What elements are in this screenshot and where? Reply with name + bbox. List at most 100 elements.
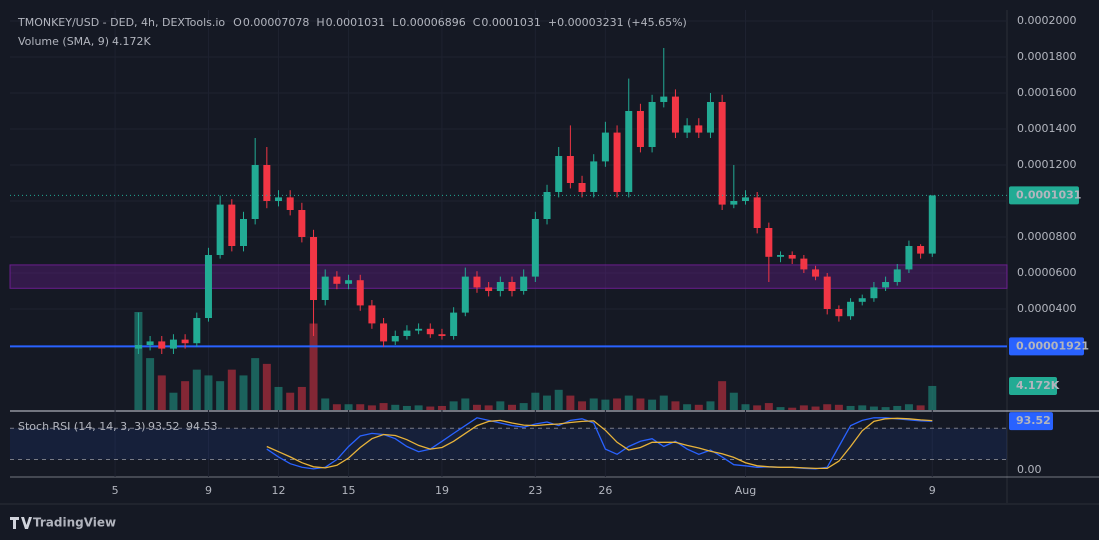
volume-bar bbox=[426, 406, 435, 410]
candle-body bbox=[858, 298, 866, 302]
stoch-legend: Stoch RSI (14, 14, 3, 3) bbox=[18, 420, 145, 433]
y-tick-label: 0.0000600 bbox=[1017, 266, 1077, 279]
x-tick-label: 9 bbox=[205, 484, 212, 497]
candle-body bbox=[625, 110, 633, 192]
volume-bar bbox=[356, 404, 365, 410]
volume-bar bbox=[671, 401, 680, 410]
candle-body bbox=[345, 280, 353, 284]
volume-bar bbox=[869, 406, 878, 410]
candle-body bbox=[193, 318, 201, 344]
candle-body bbox=[251, 164, 259, 220]
candle-body bbox=[566, 155, 574, 183]
candle-body bbox=[204, 255, 212, 319]
y-tick-label: 0.0001200 bbox=[1017, 158, 1077, 171]
candle-body bbox=[917, 246, 925, 254]
volume-bar bbox=[262, 363, 271, 410]
y-tick-label: 0.0002000 bbox=[1017, 14, 1077, 27]
candle-body bbox=[706, 101, 714, 133]
candle-body bbox=[298, 210, 306, 238]
volume-bar bbox=[589, 398, 598, 410]
candle-body bbox=[496, 282, 504, 292]
y-tick-label: 0.0001600 bbox=[1017, 86, 1077, 99]
volume-bar bbox=[718, 381, 727, 410]
volume-bar bbox=[706, 401, 715, 410]
horizontal-line-label: 0.00001921 bbox=[1016, 339, 1089, 352]
stoch-line bbox=[266, 417, 933, 470]
candle-body bbox=[893, 269, 901, 283]
candle-body bbox=[181, 339, 189, 344]
volume-bar bbox=[823, 404, 832, 410]
candle-body bbox=[356, 280, 364, 306]
candle-body bbox=[928, 195, 936, 254]
volume-bar bbox=[893, 405, 902, 410]
horizontal-line-label-box bbox=[1009, 337, 1084, 356]
x-tick-label: 15 bbox=[342, 484, 356, 497]
y-tick-label: 0.0000800 bbox=[1017, 230, 1077, 243]
zone bbox=[9, 264, 1008, 289]
candle-body bbox=[777, 255, 785, 257]
volume-bar bbox=[916, 405, 925, 410]
candle-body bbox=[882, 282, 890, 288]
volume-bar bbox=[484, 405, 493, 410]
last-price-box bbox=[1009, 186, 1079, 205]
candle-body bbox=[800, 258, 808, 270]
volume-bar bbox=[834, 404, 843, 410]
x-tick-label: 12 bbox=[272, 484, 286, 497]
candle-body bbox=[788, 255, 796, 259]
candle-body bbox=[158, 341, 166, 349]
volume-legend: Volume (SMA, 9) bbox=[18, 35, 109, 48]
volume-bar bbox=[811, 406, 820, 410]
volume-bar bbox=[858, 405, 867, 410]
volume-label: 4.172K bbox=[1016, 379, 1060, 392]
volume-bar bbox=[566, 395, 575, 410]
candle-body bbox=[555, 155, 563, 192]
ohlc-label: C bbox=[473, 16, 481, 29]
candle-body bbox=[660, 96, 668, 102]
x-tick-label: 5 bbox=[112, 484, 119, 497]
candle-body bbox=[543, 191, 551, 220]
volume-bar bbox=[169, 392, 178, 410]
x-tick-label: Aug bbox=[735, 484, 756, 497]
candle-body bbox=[239, 219, 247, 247]
candle-body bbox=[461, 276, 469, 313]
y-tick-label: 0.0001400 bbox=[1017, 122, 1077, 135]
candle-body bbox=[636, 110, 644, 147]
candle-body bbox=[146, 341, 154, 346]
candle-body bbox=[368, 305, 376, 324]
x-tick-label: 23 bbox=[528, 484, 542, 497]
ohlc-label: L bbox=[392, 16, 399, 29]
volume-bar bbox=[613, 398, 622, 410]
volume-bar bbox=[437, 405, 446, 410]
candle-body bbox=[426, 328, 434, 335]
candle-body bbox=[333, 276, 341, 284]
candle-body bbox=[835, 309, 843, 317]
volume-bar bbox=[624, 395, 633, 410]
volume-bar bbox=[846, 405, 855, 410]
volume-bar bbox=[344, 404, 353, 410]
ohlc-value: 0.0001031 bbox=[326, 16, 386, 29]
chart-title: TMONKEY/USD - DED, 4h, DEXTools.io bbox=[17, 16, 225, 29]
candle-body bbox=[403, 330, 411, 337]
volume-bar bbox=[776, 407, 785, 410]
candle-body bbox=[380, 323, 388, 342]
candle-body bbox=[683, 125, 691, 133]
volume-bar bbox=[414, 405, 423, 410]
candle-body bbox=[169, 339, 177, 349]
candle-body bbox=[321, 276, 329, 301]
volume-bar bbox=[531, 392, 540, 410]
volume-bar bbox=[134, 312, 143, 410]
last-price-label: 0.0001031 bbox=[1016, 188, 1081, 201]
candle-body bbox=[228, 204, 236, 247]
change-value: +0.00003231 (+45.65%) bbox=[548, 16, 687, 29]
volume-bar bbox=[554, 389, 563, 410]
volume-bar bbox=[321, 398, 330, 410]
brand-logo bbox=[10, 517, 32, 529]
candle-body bbox=[520, 276, 528, 292]
volume-bar bbox=[251, 358, 260, 410]
stoch-label: 93.52 bbox=[1016, 414, 1051, 427]
volume-bar bbox=[204, 375, 213, 410]
volume-value: 4.172K bbox=[112, 35, 151, 48]
volume-bar bbox=[297, 386, 306, 410]
